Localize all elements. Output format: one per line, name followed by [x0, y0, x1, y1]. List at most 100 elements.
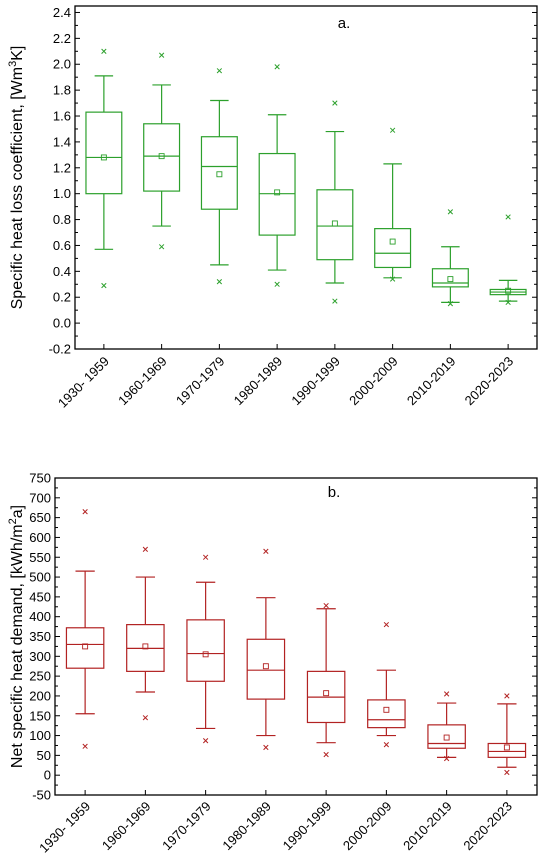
max-marker [443, 691, 450, 697]
box-iqr [431, 268, 469, 288]
x-category-label: 1930- 1959 [36, 799, 93, 856]
box-7 [431, 209, 469, 307]
x-category-label: 1980-1989 [219, 799, 274, 854]
mean-marker [503, 744, 510, 751]
mean-marker [389, 238, 396, 245]
box-6 [367, 621, 406, 748]
box-8 [487, 693, 527, 776]
mean-marker [262, 663, 269, 670]
panel-label: b. [328, 484, 341, 501]
mean-marker [158, 153, 165, 160]
max-marker [263, 548, 269, 554]
min-marker [323, 751, 329, 758]
y-tick-label: 2.0 [53, 57, 71, 72]
x-category-label: 2020-2023 [460, 799, 515, 854]
min-marker [216, 279, 223, 285]
x-category-label: 1970-1979 [159, 799, 214, 854]
x-category-label: 1980-1989 [231, 354, 286, 409]
box-2 [143, 52, 181, 250]
y-tick-label: 1.6 [53, 109, 71, 124]
y-tick-label: -0.2 [49, 342, 71, 357]
min-marker [263, 744, 269, 751]
x-category-label: 2000-2009 [346, 354, 401, 409]
box-iqr [427, 724, 466, 749]
y-tick-label: 0.2 [53, 290, 71, 305]
x-category-label: 2020-2023 [462, 354, 517, 409]
y-tick-label: 2.2 [53, 31, 71, 46]
box-iqr [65, 627, 105, 669]
y-tick-label: 50 [37, 748, 51, 763]
y-tick-label: 300 [29, 649, 51, 664]
y-tick-label: 500 [29, 570, 51, 585]
max-marker [158, 52, 165, 58]
mean-marker [274, 189, 281, 196]
max-marker [504, 693, 510, 699]
y-tick-label: 250 [29, 669, 51, 684]
mean-marker [82, 643, 89, 650]
mean-marker [202, 651, 209, 658]
box-iqr [200, 136, 238, 210]
max-marker [142, 546, 149, 552]
mean-marker [331, 220, 338, 227]
min-marker [505, 299, 511, 306]
y-axis-title: Specific heat loss coefficient, [Wm3K] [7, 46, 26, 310]
min-marker [389, 276, 396, 282]
y-tick-label: 400 [29, 609, 51, 624]
y-tick-label: 0 [44, 768, 51, 783]
y-tick-label: 100 [29, 728, 51, 743]
y-tick-label: 150 [29, 708, 51, 723]
x-category-label: 1960-1969 [99, 799, 154, 854]
min-marker [383, 742, 390, 748]
min-marker [82, 743, 88, 749]
min-marker [447, 301, 454, 307]
box-4 [246, 548, 286, 751]
y-tick-label: 0.4 [53, 264, 71, 279]
mean-marker [142, 643, 149, 650]
max-marker [216, 68, 223, 74]
y-tick-label: 750 [29, 471, 51, 486]
min-marker [274, 281, 280, 287]
panel-label: a. [338, 15, 351, 32]
x-category-label: 1930- 1959 [55, 354, 112, 411]
y-tick-label: 1.4 [53, 134, 71, 149]
box-7 [427, 691, 466, 762]
box-4 [258, 64, 296, 287]
y-axis-title: Net specific heat demand, [kWh/m2a] [7, 505, 26, 768]
y-tick-label: 600 [29, 530, 51, 545]
box-iqr [316, 189, 354, 261]
min-marker [101, 282, 107, 289]
box-1 [65, 509, 105, 749]
max-marker [202, 554, 209, 560]
box-iqr [186, 619, 225, 682]
y-tick-label: 450 [29, 589, 51, 604]
y-tick-label: 2.4 [53, 5, 71, 20]
plot-frame [74, 5, 538, 350]
box-8 [489, 214, 527, 306]
x-category-label: 1970-1979 [173, 354, 228, 409]
max-marker [274, 64, 280, 70]
mean-marker [505, 287, 512, 294]
box-5 [306, 602, 346, 758]
box-iqr [374, 228, 412, 269]
x-category-label: 2010-2019 [400, 799, 455, 854]
y-tick-label: 350 [29, 629, 51, 644]
y-axis: -0.2 0.0 0.2 0.4 0.6 0.8 1.0 1.2 1.4 1.6 1.8 2.0 2.2… [49, 5, 537, 357]
y-tick-label: 1.2 [53, 160, 71, 175]
box-2 [126, 546, 165, 721]
max-marker [82, 509, 88, 515]
min-marker [443, 755, 450, 762]
y-tick-label: 1.8 [53, 83, 71, 98]
y-tick-label: 700 [29, 490, 51, 505]
min-marker [202, 738, 209, 744]
y-tick-label: 0.8 [53, 212, 71, 227]
max-marker [447, 209, 454, 215]
mean-marker [323, 690, 330, 697]
x-category-label: 1990-1999 [288, 354, 343, 409]
mean-marker [443, 734, 450, 741]
y-tick-label: 0.0 [53, 316, 71, 331]
y-tick-label: 200 [29, 688, 51, 703]
min-marker [142, 715, 149, 721]
y-tick-label: 1.0 [53, 186, 71, 201]
box-5 [316, 100, 354, 304]
plot-frame [54, 477, 538, 796]
